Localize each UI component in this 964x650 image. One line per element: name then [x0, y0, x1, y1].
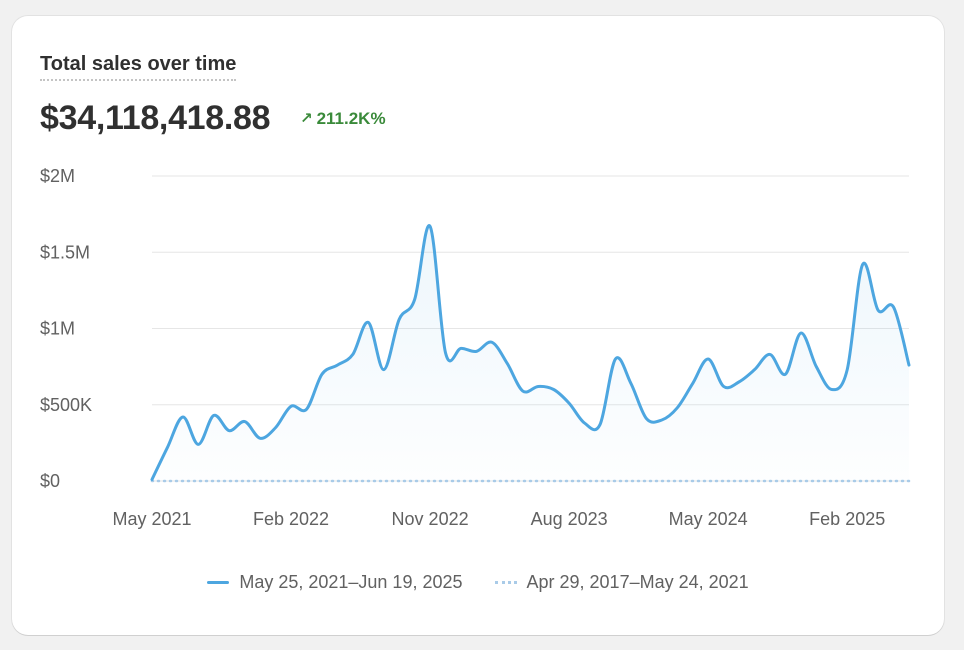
y-tick-label: $2M: [40, 166, 75, 186]
x-tick-label: Feb 2022: [253, 509, 329, 529]
x-tick-label: Nov 2022: [392, 509, 469, 529]
change-value: 211.2K%: [316, 109, 386, 128]
sales-card: Total sales over time $34,118,418.88 ↗ 2…: [12, 16, 944, 635]
legend-dotted-swatch: [494, 581, 517, 584]
x-tick-label: Aug 2023: [531, 509, 608, 529]
arrow-up-right-icon: ↗: [300, 110, 313, 127]
card-title[interactable]: Total sales over time: [40, 52, 237, 81]
total-sales-value: $34,118,418.88: [40, 99, 271, 137]
x-tick-label: May 2021: [112, 509, 191, 529]
legend-label: Apr 29, 2017–May 24, 2021: [526, 572, 749, 592]
legend-solid-swatch: [207, 581, 230, 584]
change-badge: ↗ 211.2K%: [300, 108, 386, 130]
y-tick-label: $1.5M: [40, 242, 90, 262]
series-area-current: [152, 225, 909, 481]
y-tick-label: $500K: [40, 395, 92, 415]
x-tick-label: May 2024: [669, 509, 748, 529]
sales-line-chart: $0 $500K $1M $1.5M $2M May 2021 Feb 2022 Nov 2…: [40, 166, 911, 529]
legend-label: May 25, 2021–Jun 19, 2025: [239, 572, 463, 592]
legend-item-comparison[interactable]: Apr 29, 2017–May 24, 2021: [494, 572, 749, 593]
y-tick-label: $0: [40, 471, 60, 491]
legend-item-current[interactable]: May 25, 2021–Jun 19, 2025: [207, 572, 463, 593]
x-tick-label: Feb 2025: [809, 509, 885, 529]
y-tick-label: $1M: [40, 319, 75, 339]
series-line-current[interactable]: [150, 224, 911, 481]
chart-legend: May 25, 2021–Jun 19, 2025 Apr 29, 2017–M…: [12, 572, 944, 593]
